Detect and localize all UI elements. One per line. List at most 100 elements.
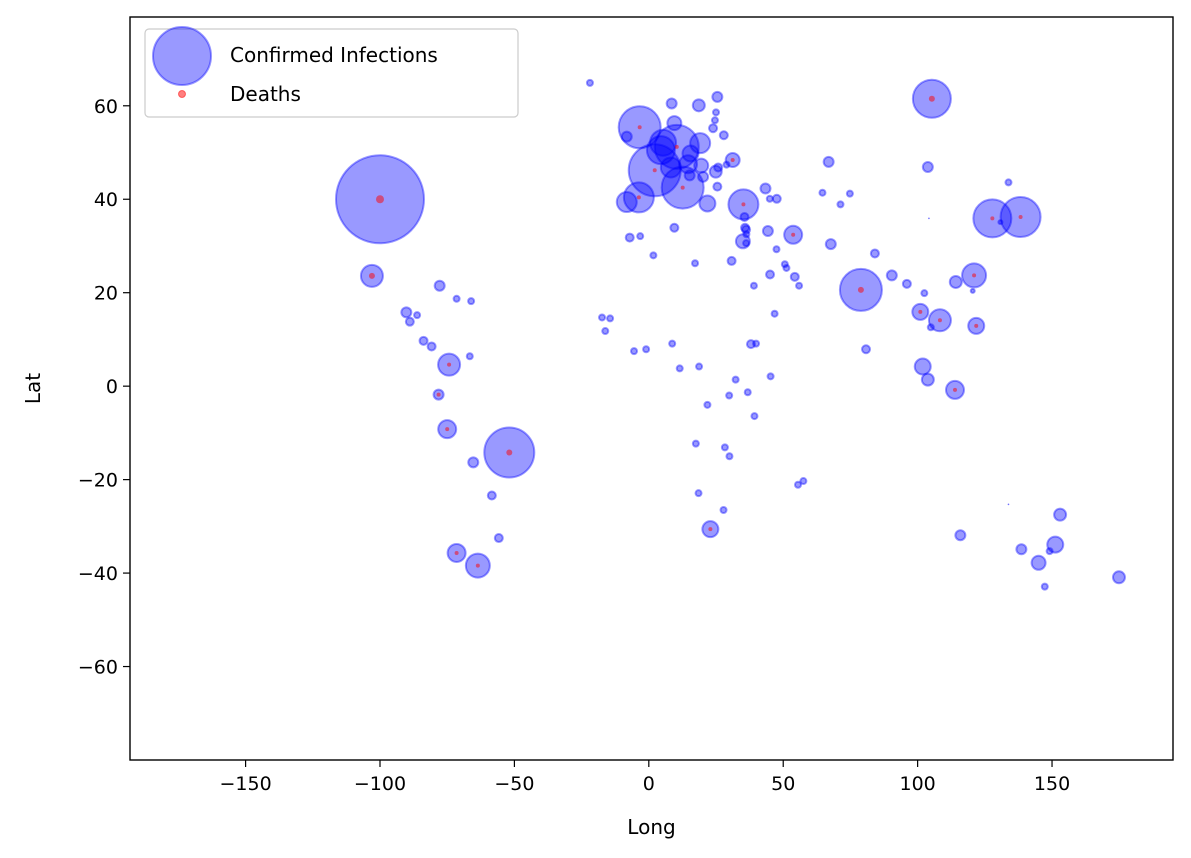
infection-point xyxy=(789,271,800,282)
infection-point xyxy=(665,97,678,110)
infection-point xyxy=(712,108,721,117)
y-tick-label: 20 xyxy=(94,283,118,305)
infection-point xyxy=(997,219,1004,226)
infection-point xyxy=(659,156,682,179)
infection-point xyxy=(749,281,758,290)
death-point xyxy=(636,195,641,200)
legend: Confirmed Infections Deaths xyxy=(144,26,519,118)
infection-point xyxy=(683,169,696,182)
infection-point xyxy=(1030,554,1047,571)
infection-point xyxy=(740,222,751,233)
infection-point xyxy=(822,155,835,168)
infection-point xyxy=(413,311,422,320)
death-point xyxy=(708,527,713,532)
infection-point xyxy=(913,357,932,376)
death-point xyxy=(436,392,441,397)
x-axis-label: Long xyxy=(627,815,675,839)
infection-point xyxy=(1045,547,1054,556)
infection-point xyxy=(782,263,791,272)
death-point xyxy=(652,168,657,173)
death-point xyxy=(974,323,979,328)
infection-point xyxy=(711,90,724,103)
legend-death-marker xyxy=(178,90,186,98)
death-point xyxy=(454,550,459,555)
y-axis-label: Lat xyxy=(21,373,45,404)
infection-point xyxy=(726,255,737,266)
infection-point xyxy=(712,181,723,192)
infection-point xyxy=(920,289,929,298)
infection-point xyxy=(1053,507,1068,522)
infection-point xyxy=(765,269,776,280)
infection-point xyxy=(799,477,808,486)
infection-point xyxy=(734,233,751,250)
infection-point xyxy=(948,274,963,289)
infection-point xyxy=(666,115,683,132)
infection-point xyxy=(695,362,704,371)
infection-point xyxy=(645,135,676,166)
death-point xyxy=(680,185,685,190)
death-markers xyxy=(368,95,1023,568)
death-point xyxy=(637,125,642,130)
infection-point xyxy=(713,162,724,173)
infection-point xyxy=(697,170,710,183)
infection-point xyxy=(920,372,935,387)
infection-point xyxy=(742,239,751,248)
infection-point xyxy=(689,132,712,155)
infection-point xyxy=(404,316,415,327)
death-point xyxy=(730,157,735,162)
death-point xyxy=(990,216,995,221)
infection-point xyxy=(585,78,594,87)
infection-point xyxy=(926,323,935,332)
infection-point xyxy=(780,260,789,269)
death-point xyxy=(674,144,679,149)
infection-point xyxy=(861,344,872,355)
infection-point xyxy=(901,278,912,289)
x-tick-label: −150 xyxy=(219,773,271,795)
infection-point xyxy=(698,194,717,213)
infection-point xyxy=(794,480,803,489)
death-point xyxy=(937,318,942,323)
infection-point xyxy=(691,259,700,268)
infection-point xyxy=(642,345,651,354)
infection-point xyxy=(824,238,837,251)
infection-point xyxy=(1046,535,1065,554)
infection-point xyxy=(731,375,740,384)
death-point xyxy=(918,309,923,314)
infection-point xyxy=(739,212,750,223)
infection-point xyxy=(426,341,437,352)
death-point xyxy=(368,272,375,279)
infection-point xyxy=(1111,570,1126,585)
legend-box xyxy=(144,28,519,118)
infection-point xyxy=(694,489,703,498)
infection-point xyxy=(818,188,827,197)
infection-point xyxy=(710,116,719,125)
x-tick-label: 100 xyxy=(899,773,935,795)
infection-point xyxy=(708,123,719,134)
infection-point xyxy=(869,248,880,259)
infection-point xyxy=(1004,178,1013,187)
legend-infection-marker xyxy=(152,26,212,86)
infection-point xyxy=(761,225,774,238)
death-point xyxy=(952,387,957,392)
infection-point xyxy=(719,505,728,514)
death-point xyxy=(506,449,513,456)
infection-point xyxy=(1007,503,1010,506)
infection-point xyxy=(433,279,446,292)
infection-point xyxy=(598,313,607,322)
infection-point xyxy=(486,490,497,501)
infection-point xyxy=(771,193,782,204)
infection-point xyxy=(752,339,761,348)
death-point xyxy=(447,362,452,367)
infection-point xyxy=(743,388,752,397)
infection-point xyxy=(954,529,967,542)
infection-point xyxy=(836,200,845,209)
infection-point xyxy=(1040,582,1049,591)
infection-point xyxy=(649,128,678,157)
infection-point xyxy=(493,533,504,544)
infection-point xyxy=(722,160,731,169)
y-tick-label: −60 xyxy=(78,657,118,679)
infection-point xyxy=(772,245,781,254)
y-axis-ticks: −60 −40 −20 0 20 40 60 xyxy=(78,96,130,679)
infection-point xyxy=(668,339,677,348)
